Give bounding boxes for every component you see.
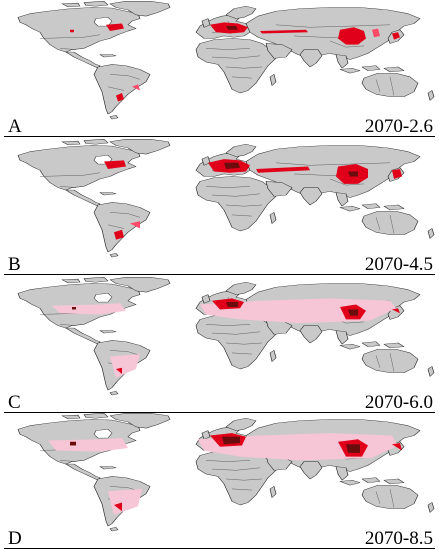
panel-divider (4, 412, 435, 414)
panel-scenario: 2070-8.5 (364, 528, 433, 549)
panel-scenario: 2070-2.6 (364, 116, 433, 137)
map-panel-a: A 2070-2.6 (0, 0, 439, 138)
panel-divider (4, 274, 435, 276)
world-map-d (17, 412, 435, 532)
map-panel-d: D 2070-8.5 (0, 412, 439, 550)
map-panel-c: C 2070-6.0 (0, 276, 439, 414)
panel-scenario: 2070-4.5 (364, 254, 433, 275)
panel-letter: C (8, 392, 21, 413)
panel-letter: D (8, 528, 22, 549)
world-map-b (17, 138, 435, 258)
world-map-a (17, 0, 435, 120)
map-panel-b: B 2070-4.5 (0, 138, 439, 276)
panel-letter: B (8, 254, 21, 275)
world-map-c (17, 276, 435, 396)
panel-letter: A (8, 116, 22, 137)
panel-divider (4, 548, 435, 550)
panel-divider (4, 136, 435, 138)
panel-scenario: 2070-6.0 (364, 392, 433, 413)
